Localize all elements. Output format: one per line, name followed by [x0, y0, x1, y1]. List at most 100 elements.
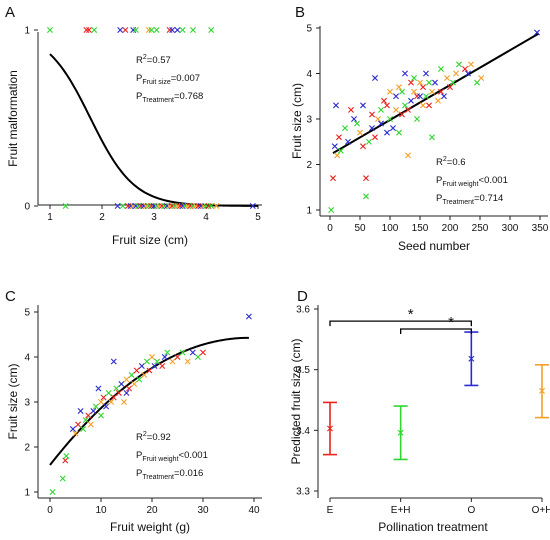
- panel-c-data-point: [69, 426, 76, 432]
- panel-a-data-point: [249, 203, 256, 209]
- panel-a-data-point: [203, 203, 209, 209]
- panel-b-data-point: [444, 75, 450, 82]
- panel-a-data-point: [205, 203, 212, 209]
- panel-a-data-point: [200, 203, 207, 209]
- panel-c-y-tick-label: 5: [24, 308, 30, 319]
- panel-a-data-point: [127, 203, 134, 209]
- panel-c-data-point: [103, 403, 110, 410]
- panel-b-x-tick-label: 150: [412, 223, 429, 234]
- panel-a-data-point: [135, 203, 142, 209]
- panel-b-data-point: [384, 129, 390, 136]
- panel-b-data-point: [453, 70, 459, 77]
- panel-a-data-point: [86, 27, 92, 33]
- panel-a-data-point: [151, 203, 157, 209]
- panel-a-data-point: [174, 203, 181, 209]
- errorbar-mean-point: [468, 355, 475, 362]
- panel-a-data-point: [166, 27, 173, 33]
- panel-a-data-point: [190, 27, 196, 33]
- panel-a-data-point: [117, 27, 124, 33]
- panel-a-data-point: [132, 203, 139, 209]
- panel-b-data-point: [405, 106, 411, 113]
- panel-c-data-point: [123, 376, 130, 383]
- panel-c-data-point: [63, 453, 70, 459]
- panel-a-data-point: [192, 203, 199, 209]
- panel-c-stat-label: PTreatment=0.016: [136, 468, 203, 481]
- panel-b-data-point: [328, 207, 335, 213]
- panel-b-data-point: [420, 84, 426, 91]
- panel-a-data-point: [190, 203, 196, 209]
- panel-a-data-point: [161, 203, 168, 209]
- panel-b-x-tick-label: 50: [354, 223, 366, 234]
- panel-a-x-tick-label: 1: [47, 212, 53, 223]
- panel-a-data-point: [169, 203, 176, 209]
- panel-b-data-point: [402, 70, 408, 77]
- panel-a-data-point: [83, 27, 90, 33]
- panel-c-fit-line: [49, 336, 249, 466]
- panel-b-data-point: [408, 97, 414, 104]
- panel-a-data-point: [119, 203, 126, 209]
- panel-c-data-point: [189, 349, 196, 356]
- panel-b-y-axis-label: Fruit size (cm): [290, 83, 304, 159]
- panel-b-x-tick-label: 300: [502, 223, 519, 234]
- panel-b-data-point: [432, 79, 438, 86]
- panel-a-data-point: [158, 203, 165, 209]
- panel-c-data-point: [120, 399, 127, 405]
- panel-b-data-point: [423, 70, 429, 77]
- panel-b-data-point: [378, 106, 384, 113]
- panel-d-y-tick-label: 3.6: [296, 305, 310, 316]
- panel-b-y-tick-label: 4: [306, 69, 312, 80]
- panel-c-data-point: [164, 349, 171, 356]
- panel-b-x-tick-label: 0: [327, 223, 333, 234]
- panel-d-x-tick-label: O+H: [532, 505, 550, 516]
- errorbar-mean-point: [327, 425, 333, 432]
- panel-a-data-point: [148, 27, 155, 33]
- panel-b-data-point: [372, 75, 378, 82]
- panel-d-y-tick-label: 3.5: [296, 365, 310, 376]
- panel-b-data-point: [351, 116, 357, 122]
- panel-b-data-point: [333, 102, 339, 109]
- panel-b-fit-line: [332, 32, 540, 154]
- panel-c-x-tick-label: 10: [95, 505, 107, 516]
- panel-b-stat-label: R2=0.6: [436, 156, 466, 168]
- panel-b-data-point: [426, 102, 432, 109]
- panel-b-data-point: [429, 134, 435, 141]
- panel-b-data-point: [357, 129, 363, 136]
- panel-c-data-point: [151, 363, 158, 369]
- panel-b-y-tick-label: 3: [306, 115, 312, 126]
- panel-b: 0 50 100 150 200 250 300 350 1 2 3 4 5 Seed number Fru…: [290, 4, 549, 253]
- errorbar-mean-point: [397, 429, 404, 436]
- panel-d-x-tick-label: O: [467, 505, 475, 516]
- panel-a-data-point: [166, 203, 173, 209]
- panel-b-data-point: [337, 147, 344, 154]
- panel-b-data-point: [345, 138, 351, 145]
- panel-a-x-tick-label: 5: [255, 212, 261, 223]
- panel-a-y-tick-label: 0: [24, 202, 30, 213]
- panel-a-letter: A: [5, 4, 15, 21]
- panel-b-data-point: [411, 75, 417, 82]
- panel-b-data-point: [363, 193, 369, 200]
- panel-b-data-point: [462, 65, 468, 72]
- panel-c-data-point: [72, 430, 79, 437]
- panel-c-data-point: [115, 390, 122, 396]
- panel-b-data-point: [396, 129, 402, 136]
- panel-b-data-point: [435, 97, 441, 104]
- panel-c-letter: C: [5, 288, 16, 305]
- panel-c-y-tick-label: 4: [24, 353, 30, 364]
- panel-b-data-point: [342, 125, 348, 132]
- panel-d: E E+H O O+H 3.3 3.4 3.5 3.6 Pollination treatmen…: [289, 288, 550, 534]
- panel-c-data-point: [100, 394, 107, 401]
- panel-c-data-point: [113, 385, 120, 392]
- panel-a: 1 2 3 4 5 0 1 Fruit size (cm) Fruit malformation…: [5, 4, 262, 247]
- panel-c-data-point: [90, 408, 97, 414]
- panel-d-errorbar-e: [323, 401, 337, 456]
- panel-b-data-point: [360, 143, 366, 150]
- panel-b-data-point: [478, 75, 485, 82]
- panel-a-data-point: [184, 203, 191, 209]
- panel-b-data-point: [417, 93, 423, 100]
- panel-c-data-point: [59, 475, 66, 482]
- significance-star: *: [408, 306, 414, 323]
- bracket-line: [329, 320, 472, 327]
- panel-a-data-point: [47, 27, 53, 33]
- panel-b-data-point: [420, 102, 426, 109]
